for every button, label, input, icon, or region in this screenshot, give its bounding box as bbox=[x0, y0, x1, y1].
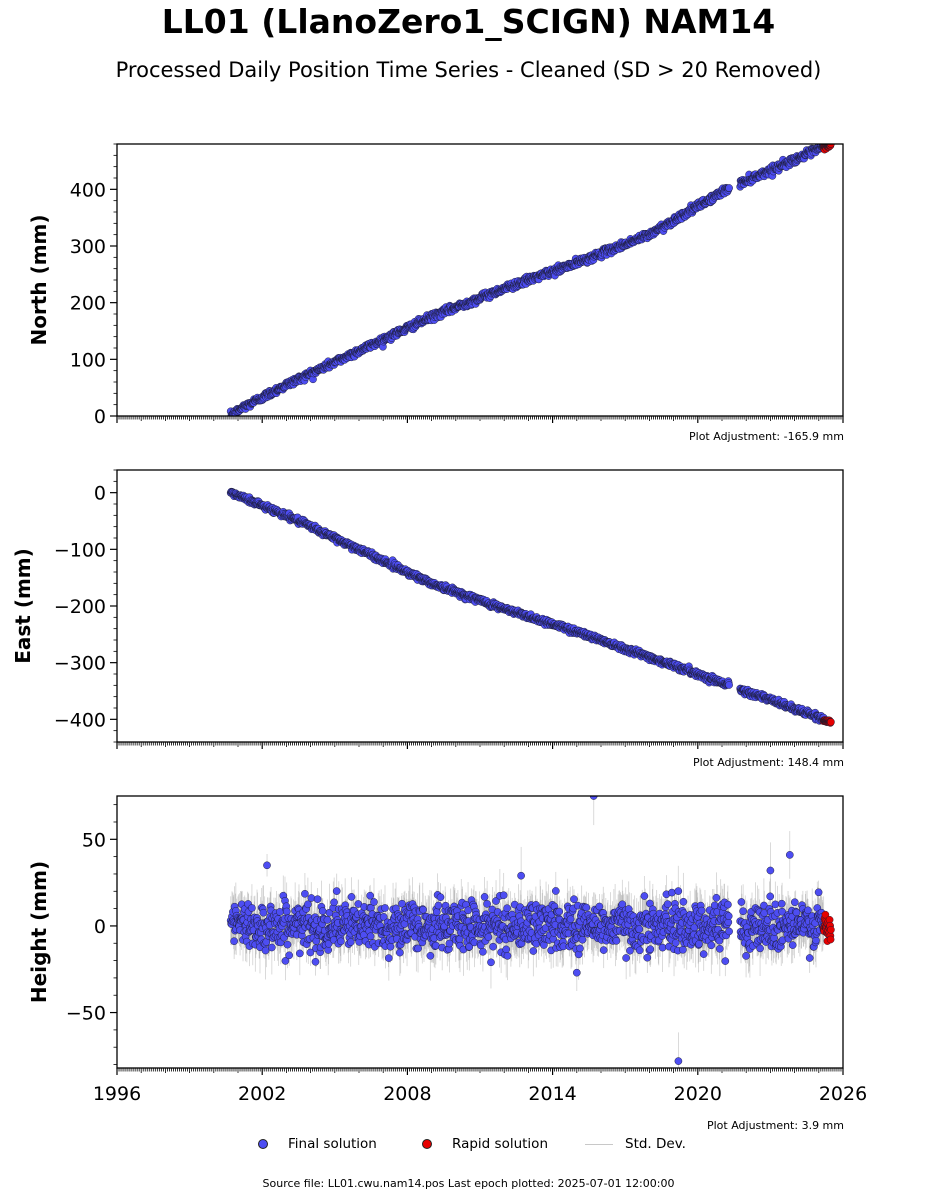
final-solution-point bbox=[283, 940, 292, 949]
final-solution-point bbox=[503, 904, 511, 913]
rapid-solution-point bbox=[827, 144, 835, 148]
final-solution-point bbox=[259, 908, 268, 917]
y-tick-label: 400 bbox=[70, 179, 106, 201]
east-data-points bbox=[226, 487, 835, 727]
final-solution-point bbox=[483, 900, 491, 908]
final-solution-point bbox=[330, 898, 338, 907]
final-solution-point bbox=[384, 954, 393, 962]
east-rapid-points bbox=[819, 716, 835, 727]
y-tick-label: −200 bbox=[54, 596, 106, 618]
final-solution-point bbox=[484, 933, 493, 941]
y-tick-label: 200 bbox=[70, 293, 106, 315]
chart-title: LL01 (LlanoZero1_SCIGN) NAM14 bbox=[161, 2, 776, 41]
final-solution-point bbox=[346, 938, 355, 946]
y-tick-label: −400 bbox=[54, 709, 106, 731]
east-axes-frame bbox=[116, 469, 844, 743]
east-y-axis: 0 −100 −200 −300 −400 bbox=[54, 469, 117, 743]
final-solution-point bbox=[230, 937, 238, 946]
north-y-axis: 0 100 200 300 400 bbox=[70, 143, 117, 428]
rapid-solution-point bbox=[827, 718, 835, 726]
final-solution-point bbox=[419, 905, 427, 914]
y-tick-label: −100 bbox=[54, 539, 106, 561]
chart-subtitle: Processed Daily Position Time Series - C… bbox=[115, 58, 822, 82]
height-data-points bbox=[226, 796, 835, 1068]
height-final-points bbox=[226, 796, 828, 1065]
final-solution-point bbox=[366, 932, 375, 941]
final-solution-point bbox=[455, 935, 464, 944]
final-solution-point bbox=[370, 898, 378, 906]
final-solution-point bbox=[529, 947, 538, 955]
final-solution-point bbox=[295, 949, 304, 958]
north-y-axis-label: North (mm) bbox=[27, 214, 51, 345]
final-solution-point bbox=[285, 951, 294, 960]
y-tick-label: 100 bbox=[70, 349, 106, 371]
final-solution-point bbox=[267, 943, 276, 952]
north-rapid-points bbox=[819, 144, 835, 154]
final-solution-point bbox=[398, 899, 406, 908]
final-solution-point bbox=[725, 184, 733, 192]
final-solution-point bbox=[323, 916, 332, 924]
final-solution-point bbox=[395, 948, 404, 957]
final-solution-point bbox=[313, 895, 322, 904]
final-solution-point bbox=[301, 889, 309, 898]
final-solution-point bbox=[332, 887, 341, 895]
final-solution-point bbox=[381, 904, 389, 912]
final-solution-point bbox=[499, 891, 508, 900]
final-solution-point bbox=[432, 908, 441, 916]
y-tick-label: −300 bbox=[54, 653, 106, 675]
y-tick-label: 0 bbox=[94, 483, 106, 505]
final-solution-point bbox=[434, 901, 443, 910]
north-x-axis-ticks bbox=[116, 416, 844, 423]
final-solution-point bbox=[725, 681, 733, 689]
final-solution-point bbox=[479, 947, 487, 956]
east-final-points bbox=[226, 487, 828, 725]
final-solution-point bbox=[337, 937, 345, 946]
east-x-axis-ticks bbox=[116, 742, 844, 749]
final-solution-point bbox=[386, 942, 395, 951]
final-solution-point bbox=[503, 951, 512, 960]
final-solution-point bbox=[311, 957, 320, 966]
final-solution-point bbox=[551, 887, 560, 895]
east-y-axis-label: East (mm) bbox=[11, 548, 35, 664]
final-solution-point bbox=[248, 904, 256, 912]
final-solution-point bbox=[366, 891, 375, 900]
final-solution-point bbox=[487, 958, 495, 967]
final-solution-point bbox=[347, 893, 356, 901]
east-panel: 0 −100 −200 −300 −400 East (mm) bbox=[11, 469, 844, 749]
final-solution-point bbox=[489, 942, 497, 951]
final-solution-point bbox=[436, 893, 445, 902]
north-axes-frame bbox=[116, 143, 844, 417]
final-solution-point bbox=[426, 951, 435, 960]
y-tick-label: 300 bbox=[70, 236, 106, 258]
north-data-points bbox=[226, 144, 835, 416]
final-solution-point bbox=[304, 900, 312, 909]
final-solution-point bbox=[318, 907, 327, 915]
final-solution-point bbox=[414, 944, 422, 953]
north-panel: 0 100 200 300 400 North (mm) bbox=[27, 143, 844, 428]
final-solution-point bbox=[502, 945, 511, 954]
final-solution-point bbox=[307, 894, 316, 902]
final-solution-point bbox=[480, 893, 489, 901]
north-final-points bbox=[226, 144, 828, 416]
final-solution-point bbox=[282, 907, 291, 916]
y-tick-label: 0 bbox=[94, 406, 106, 428]
